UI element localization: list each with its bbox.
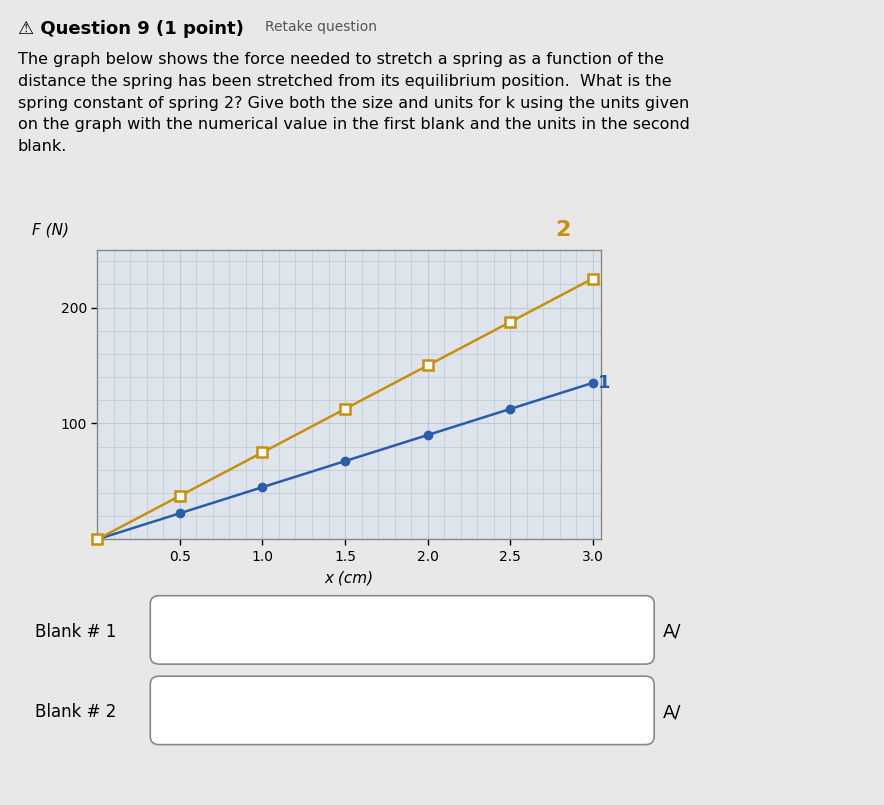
Text: Retake question: Retake question xyxy=(265,20,377,34)
Text: ⚠ Question 9 (1 point): ⚠ Question 9 (1 point) xyxy=(18,20,244,38)
X-axis label: x (cm): x (cm) xyxy=(324,571,374,586)
Text: 2: 2 xyxy=(555,221,571,240)
Text: 1: 1 xyxy=(598,374,610,392)
Text: Blank # 2: Blank # 2 xyxy=(35,704,117,721)
Text: A/: A/ xyxy=(663,704,682,721)
Text: The graph below shows the force needed to stretch a spring as a function of the
: The graph below shows the force needed t… xyxy=(18,52,690,154)
Text: A/: A/ xyxy=(663,623,682,641)
Text: F (N): F (N) xyxy=(32,223,69,238)
Text: Blank # 1: Blank # 1 xyxy=(35,623,117,641)
